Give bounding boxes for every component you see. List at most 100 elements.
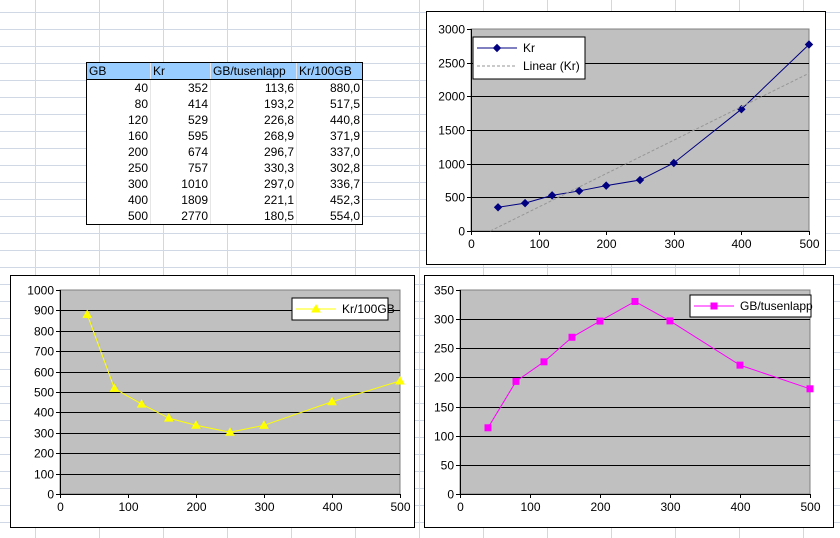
- x-tick-label: 100: [520, 500, 540, 514]
- data-point: [225, 427, 235, 436]
- cell-kr[interactable]: 414: [150, 96, 211, 112]
- cell-kr-100gb[interactable]: 371,9: [296, 128, 363, 144]
- legend-label: Kr/100GB: [342, 302, 395, 316]
- y-tick-label: 900: [34, 304, 54, 318]
- column-header-gb[interactable]: GB: [86, 62, 151, 80]
- table-header-row: GB Kr GB/tusenlapp Kr/100GB: [86, 62, 363, 80]
- cell-gb[interactable]: 200: [86, 144, 151, 160]
- y-tick-label: 2000: [438, 90, 465, 104]
- y-tick-label: 0: [458, 225, 465, 239]
- cell-kr[interactable]: 757: [150, 160, 211, 176]
- x-tick-label: 500: [800, 500, 820, 514]
- cell-gb-tusenlapp[interactable]: 180,5: [210, 208, 297, 225]
- column-header-kr-100gb[interactable]: Kr/100GB: [296, 62, 363, 80]
- x-tick-label: 400: [730, 500, 750, 514]
- table-row: 160 595 268,9 371,9: [86, 128, 363, 144]
- legend-marker: [492, 43, 502, 53]
- legend-marker: [311, 303, 321, 313]
- table-row: 120 529 226,8 440,8: [86, 112, 363, 128]
- cell-gb[interactable]: 120: [86, 112, 151, 128]
- data-point: [547, 191, 557, 200]
- cell-kr-100gb[interactable]: 337,0: [296, 144, 363, 160]
- cell-kr-100gb[interactable]: 336,7: [296, 176, 363, 192]
- chart-kr-per-100gb-svg: 0 100 200 300 400 500 600 700 800 900 1000 0 100 200 3…: [27, 284, 411, 515]
- data-point: [493, 203, 503, 212]
- cell-gb[interactable]: 400: [86, 192, 151, 208]
- y-tick-label: 500: [445, 191, 465, 205]
- legend: [472, 36, 586, 80]
- cell-kr-100gb[interactable]: 517,5: [296, 96, 363, 112]
- y-tick-label: 100: [34, 468, 54, 482]
- cell-kr-100gb[interactable]: 302,8: [296, 160, 363, 176]
- y-tick-label: 800: [34, 325, 54, 339]
- data-point: [82, 309, 93, 318]
- cell-gb[interactable]: 500: [86, 208, 151, 225]
- cell-gb-tusenlapp[interactable]: 221,1: [210, 192, 297, 208]
- x-tick-label: 0: [57, 500, 64, 514]
- legend-label: Kr: [523, 41, 535, 55]
- table-row: 40 352 113,6 880,0: [86, 79, 363, 96]
- legend-label: GB/tusenlapp: [740, 299, 813, 313]
- x-tick-label: 200: [186, 500, 206, 514]
- cell-kr[interactable]: 595: [150, 128, 211, 144]
- cell-gb-tusenlapp[interactable]: 330,3: [210, 160, 297, 176]
- cell-kr-100gb[interactable]: 452,3: [296, 192, 363, 208]
- cell-gb-tusenlapp[interactable]: 297,0: [210, 176, 297, 192]
- y-tick-label: 1000: [27, 284, 54, 298]
- data-point: [520, 198, 530, 208]
- cell-kr-100gb[interactable]: 880,0: [296, 79, 363, 96]
- data-point: [136, 399, 147, 408]
- column-header-gb-tusenlapp[interactable]: GB/tusenlapp: [210, 62, 297, 80]
- cell-kr[interactable]: 2770: [150, 208, 211, 225]
- legend: [689, 294, 812, 318]
- x-tick-label: 300: [660, 500, 680, 514]
- cell-kr[interactable]: 674: [150, 144, 211, 160]
- cell-gb-tusenlapp[interactable]: 193,2: [210, 96, 297, 112]
- data-point: [163, 413, 174, 422]
- data-point: [540, 358, 548, 366]
- cell-gb[interactable]: 160: [86, 128, 151, 144]
- cell-gb-tusenlapp[interactable]: 268,9: [210, 128, 297, 144]
- y-tick-label: 1500: [438, 124, 465, 138]
- y-tick-label: 200: [434, 371, 454, 385]
- y-tick-label: 400: [34, 406, 54, 420]
- cell-kr[interactable]: 1010: [150, 176, 211, 192]
- legend-label: Linear (Kr): [523, 59, 580, 73]
- data-point: [669, 158, 679, 168]
- chart-gb-per-tusenlapp[interactable]: 0 50 100 150 200 250 300 350 0 100 200 300 400 500 GB/…: [424, 275, 834, 528]
- chart-gb-per-tusenlapp-svg: 0 50 100 150 200 250 300 350 0 100 200 300 400 500 GB/…: [434, 284, 821, 515]
- table-row: 200 674 296,7 337,0: [86, 144, 363, 160]
- legend: [291, 297, 389, 321]
- data-point: [736, 361, 744, 369]
- y-tick-label: 200: [34, 447, 54, 461]
- y-tick-label: 700: [34, 345, 54, 359]
- cell-gb-tusenlapp[interactable]: 296,7: [210, 144, 297, 160]
- cell-kr[interactable]: 352: [150, 79, 211, 96]
- cell-gb[interactable]: 40: [86, 79, 151, 96]
- chart-kr[interactable]: 0 500 1000 1500 2000 2500 3000 0 100 200 300 400 500…: [426, 11, 826, 265]
- data-point: [395, 375, 405, 385]
- data-point: [601, 181, 611, 190]
- table-row: 80 414 193,2 517,5: [86, 96, 363, 112]
- cell-gb-tusenlapp[interactable]: 226,8: [210, 112, 297, 128]
- x-tick-label: 500: [390, 500, 410, 514]
- table-row: 500 2770 180,5 554,0: [86, 208, 363, 225]
- cell-kr-100gb[interactable]: 440,8: [296, 112, 363, 128]
- y-tick-label: 250: [434, 342, 454, 356]
- cell-gb[interactable]: 300: [86, 176, 151, 192]
- data-point: [568, 333, 576, 341]
- cell-gb-tusenlapp[interactable]: 113,6: [210, 79, 297, 96]
- cell-gb[interactable]: 80: [86, 96, 151, 112]
- cell-gb[interactable]: 250: [86, 160, 151, 176]
- legend-marker: [710, 302, 718, 310]
- data-table: GB Kr GB/tusenlapp Kr/100GB 40 352 113,6 88…: [86, 62, 363, 225]
- data-point: [109, 383, 120, 392]
- column-header-kr[interactable]: Kr: [150, 62, 211, 80]
- y-tick-label: 600: [34, 366, 54, 380]
- cell-kr-100gb[interactable]: 554,0: [296, 208, 363, 225]
- cell-kr[interactable]: 1809: [150, 192, 211, 208]
- cell-kr[interactable]: 529: [150, 112, 211, 128]
- y-tick-label: 350: [434, 284, 454, 298]
- chart-kr-per-100gb[interactable]: 0 100 200 300 400 500 600 700 800 900 1000 0 100 200 3…: [10, 275, 415, 528]
- y-tick-label: 0: [447, 488, 454, 502]
